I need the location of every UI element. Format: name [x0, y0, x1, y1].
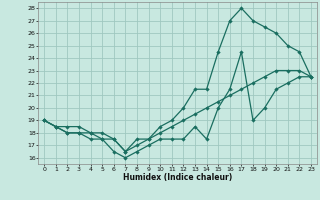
X-axis label: Humidex (Indice chaleur): Humidex (Indice chaleur) — [123, 173, 232, 182]
